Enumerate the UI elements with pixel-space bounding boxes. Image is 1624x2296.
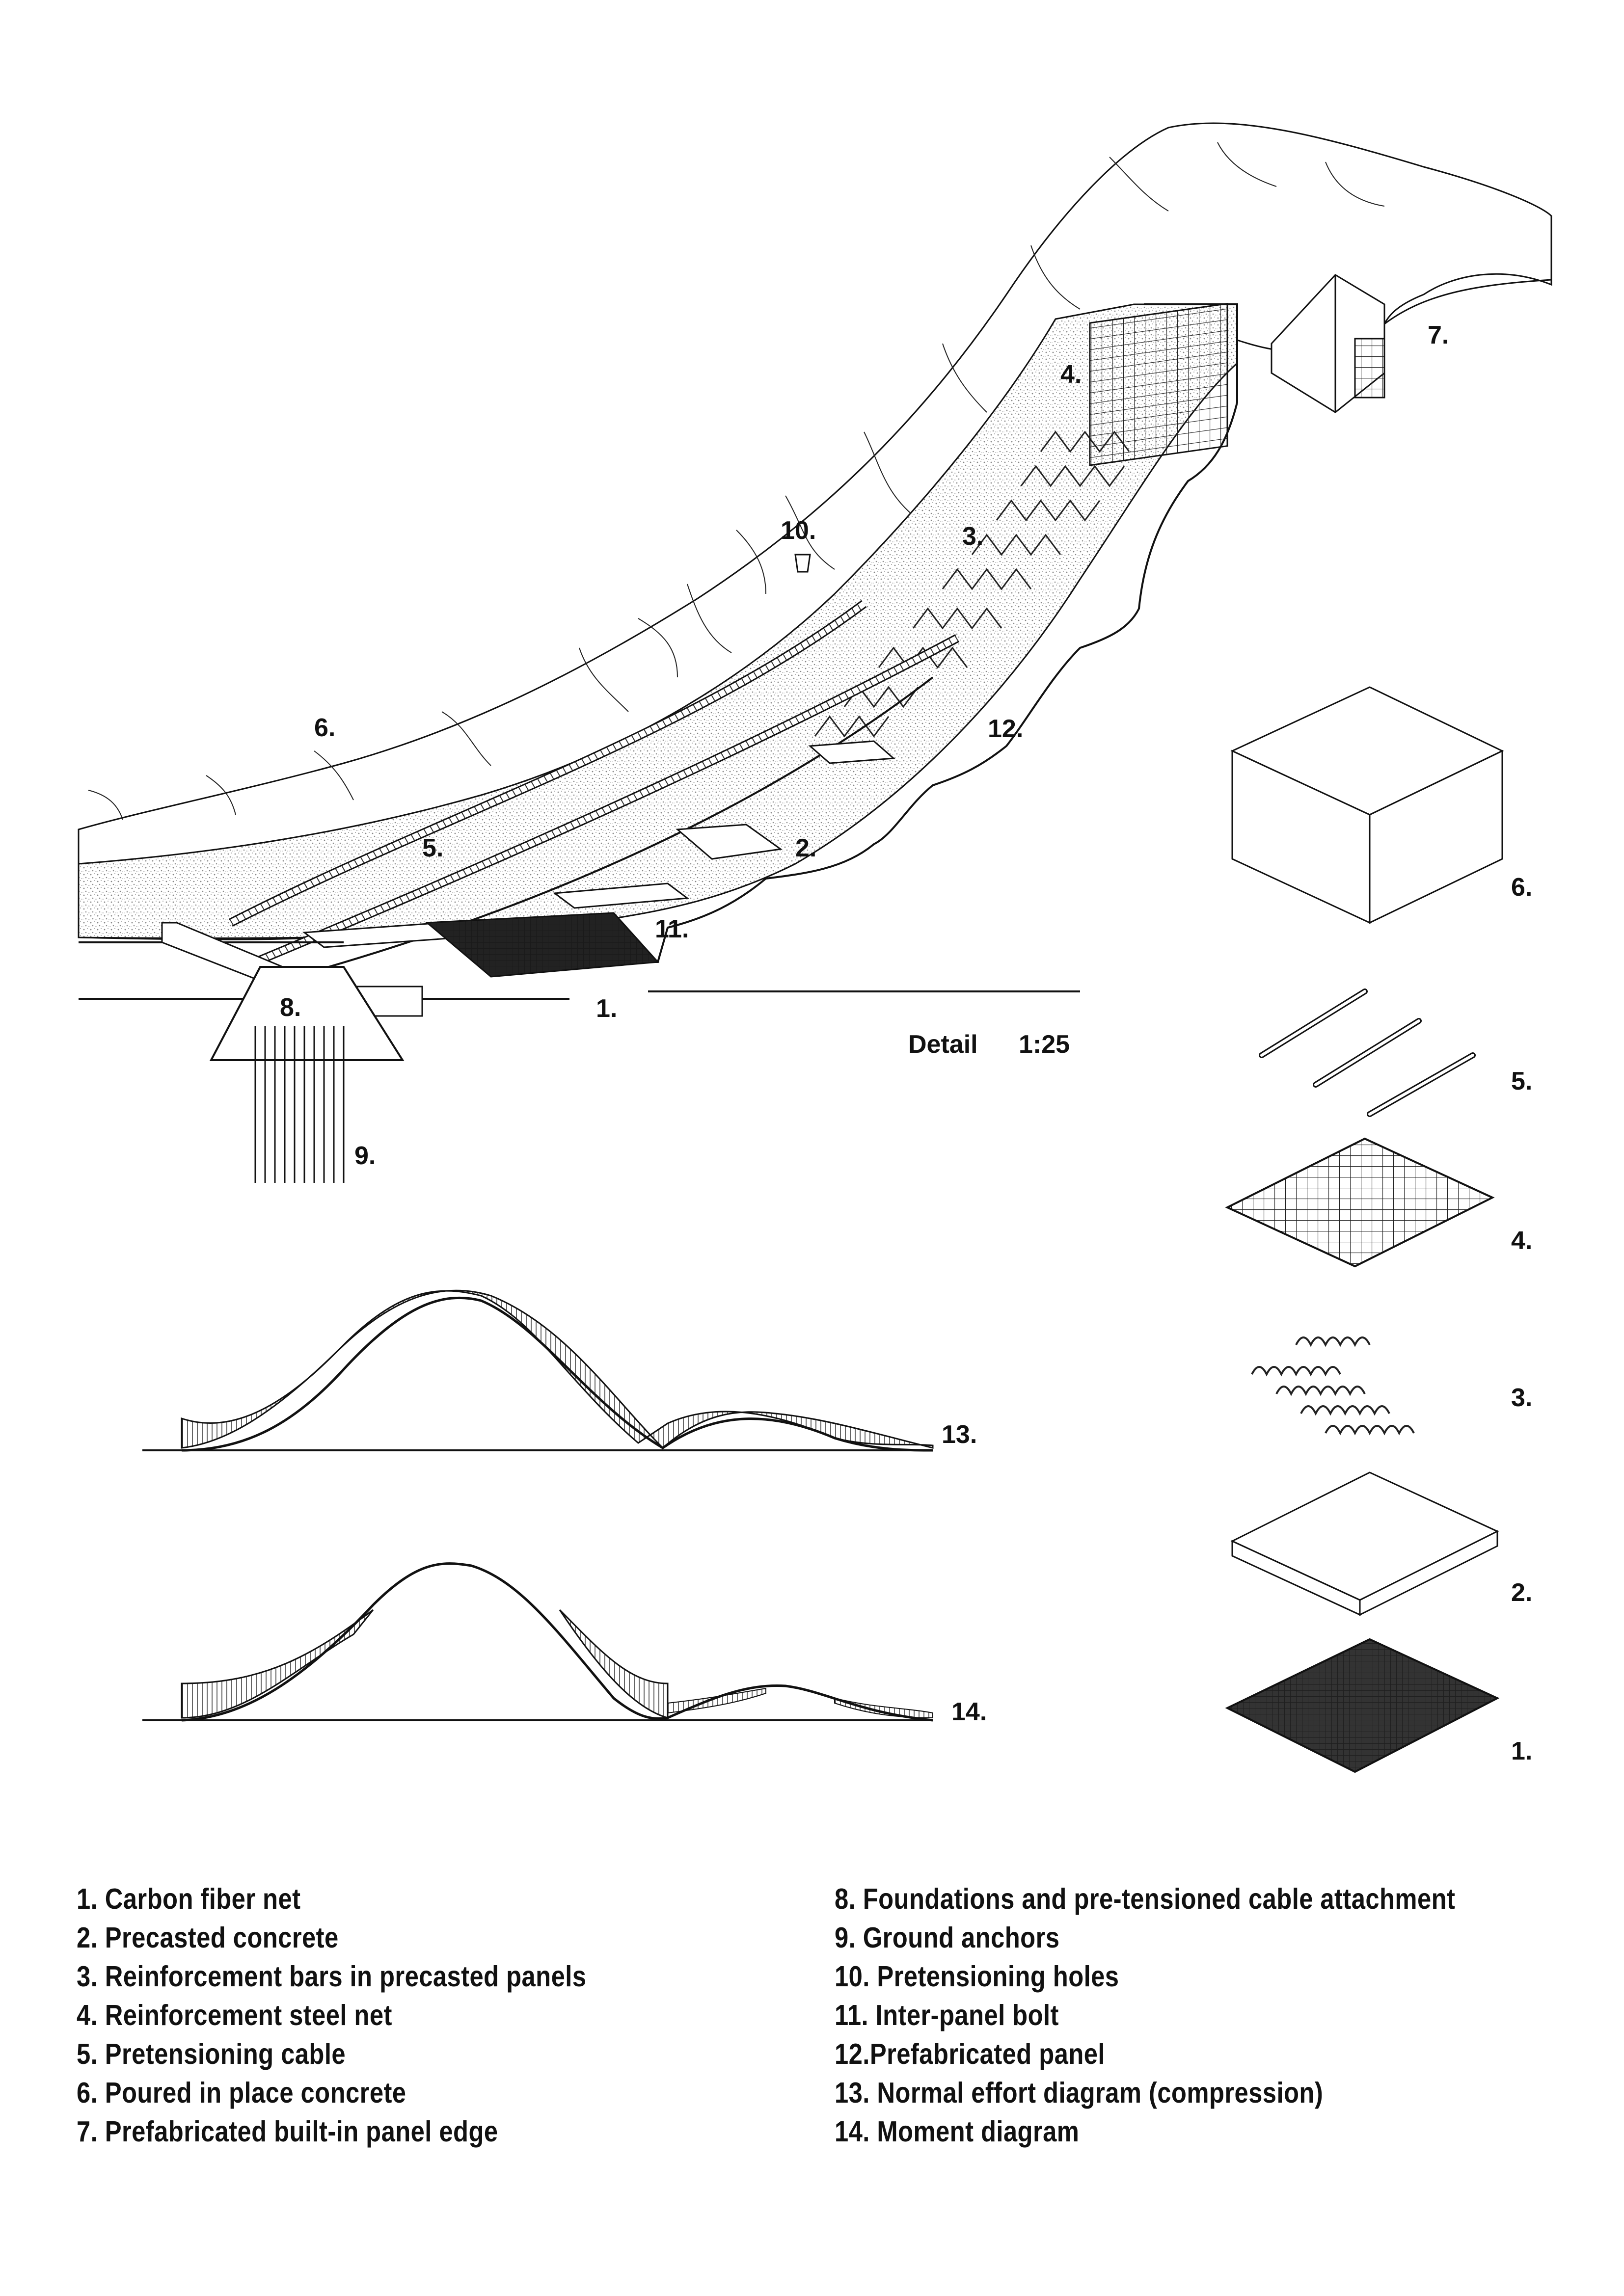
exploded-layers: 6. 5. 4. 3. 2. 1.: [1225, 686, 1532, 1773]
callout-8: 8.: [280, 993, 301, 1022]
callout-10: 10.: [781, 516, 816, 545]
legend-item-3: 3. Reinforcement bars in precasted panel…: [77, 1960, 587, 1993]
rebar-zigzags: [814, 430, 1130, 738]
panel-edge-box: [1271, 274, 1552, 413]
legend-item-8: 8. Foundations and pre-tensioned cable a…: [835, 1883, 1456, 1915]
legend-item-13: 13. Normal effort diagram (compression): [835, 2077, 1324, 2109]
pretension-cables: [228, 600, 960, 978]
foundation-block: [209, 966, 405, 1061]
legend-item-6: 6. Poured in place concrete: [77, 2077, 406, 2109]
layer-2-slab: [1230, 1471, 1499, 1616]
legend-item-5: 5. Pretensioning cable: [77, 2038, 346, 2070]
layer-6-box: [1230, 686, 1504, 924]
moment-diagram: 14.: [142, 1562, 987, 1726]
callout-2: 2.: [795, 834, 816, 862]
legend-item-9: 9. Ground anchors: [835, 1922, 1060, 1954]
layer-label-1: 1.: [1511, 1737, 1532, 1765]
callout-12: 12.: [988, 715, 1023, 743]
legend-item-1: 1. Carbon fiber net: [77, 1883, 301, 1915]
callout-11: 11.: [655, 915, 689, 943]
legend-item-10: 10. Pretensioning holes: [835, 1960, 1119, 1993]
detail-scale: 1:25: [1019, 1030, 1070, 1059]
callout-9: 9.: [354, 1142, 376, 1170]
prefab-panel-edge: [540, 303, 1238, 963]
callout-1: 1.: [596, 994, 617, 1023]
legend-right: 8. Foundations and pre-tensioned cable a…: [835, 1880, 1455, 2151]
callout-3: 3.: [962, 522, 983, 551]
legend-item-7: 7. Prefabricated built-in panel edge: [77, 2115, 498, 2148]
layer-label-6: 6.: [1511, 873, 1532, 902]
pretension-hole: [794, 554, 811, 573]
ground-anchors: [254, 1026, 345, 1183]
callout-7: 7.: [1428, 321, 1449, 349]
layer-4-net: [1225, 1137, 1495, 1268]
legend-item-14: 14. Moment diagram: [835, 2115, 1080, 2148]
detail-label: Detail: [908, 1030, 978, 1059]
legend-item-12: 12.Prefabricated panel: [835, 2038, 1105, 2070]
callout-5: 5.: [422, 834, 443, 862]
legend-item-2: 2. Precasted concrete: [77, 1922, 339, 1954]
layer-label-4: 4.: [1511, 1227, 1532, 1255]
legend-item-4: 4. Reinforcement steel net: [77, 1999, 392, 2031]
legend-left: 1. Carbon fiber net 2. Precasted concret…: [77, 1880, 586, 2151]
callout-4: 4.: [1060, 360, 1082, 389]
steel-net-top: [1089, 302, 1228, 466]
layer-label-5: 5.: [1511, 1067, 1532, 1095]
layer-3-bars: [1251, 1336, 1415, 1436]
main-section-drawing: 1. 2. 3. 4. 5. 6. 7. 8. 9. 10. 11. 12. D…: [78, 122, 1552, 1183]
diagram-label-14: 14.: [951, 1698, 987, 1726]
legend-item-11: 11. Inter-panel bolt: [835, 1999, 1059, 2031]
normal-effort-diagram: 13.: [142, 1289, 977, 1452]
callout-6: 6.: [314, 714, 335, 742]
layer-label-3: 3.: [1511, 1384, 1532, 1412]
diagram-label-13: 13.: [942, 1420, 977, 1449]
layer-label-2: 2.: [1511, 1578, 1532, 1607]
